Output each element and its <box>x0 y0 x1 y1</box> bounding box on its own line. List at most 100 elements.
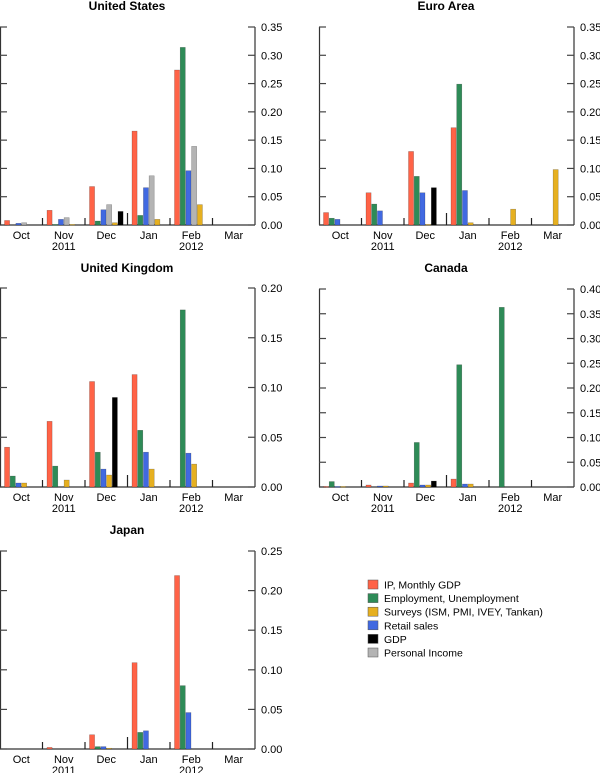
bar-income <box>191 146 197 226</box>
y-tick-label: 0.00 <box>580 482 600 494</box>
legend-swatch-ip <box>367 579 379 590</box>
y-tick-label: 0.10 <box>261 163 282 175</box>
y-tick-label: 0.00 <box>261 482 282 494</box>
panel-united-kingdom: United Kingdom 0.00 0.05 0.10 0.15 0.20 Oct Nov… <box>0 261 282 515</box>
y-tick-label: 0.10 <box>261 665 282 677</box>
year-label: 2012 <box>179 765 203 773</box>
bar-income <box>21 222 27 226</box>
legend-label: Retail sales <box>384 620 438 632</box>
bar-surveys <box>467 222 474 226</box>
bar-ip <box>131 662 138 750</box>
bar-employment <box>94 220 101 226</box>
y-tick-label: 0.25 <box>580 79 600 91</box>
bar-ip <box>365 484 372 488</box>
legend-swatch-employment <box>367 593 379 603</box>
x-tick-label: Mar <box>543 492 562 504</box>
bar-retail <box>15 482 22 488</box>
bar-ip <box>174 575 180 750</box>
y-tick-label: 0.10 <box>580 163 600 175</box>
bar-ip <box>131 374 138 488</box>
y-tick-label: 0.20 <box>580 107 600 119</box>
bar-ip <box>174 69 180 226</box>
panel-canada: Canada 0.00 0.05 0.10 0.15 0.20 0.25 0.30 0.35 0.… <box>318 261 600 515</box>
bar-income <box>106 204 112 226</box>
year-label: 2012 <box>179 241 203 253</box>
bar-ip <box>46 210 53 226</box>
bar-employment <box>456 364 463 488</box>
bar-retail <box>377 485 383 488</box>
year-label: 2011 <box>52 765 76 773</box>
bar-employment <box>328 481 335 488</box>
x-tick-label: Nov <box>373 230 393 242</box>
x-tick-label: Dec <box>415 230 435 242</box>
bar-gdp <box>431 187 437 226</box>
legend-label: IP, Monthly GDP <box>384 580 461 592</box>
bar-retail <box>100 209 107 226</box>
y-tick-label: 0.25 <box>580 358 600 370</box>
legend-label: Employment, Unemployment <box>384 593 519 605</box>
panel-title: Japan <box>110 523 145 537</box>
legend-swatch-gdp <box>367 634 379 644</box>
panel-title: Euro Area <box>418 0 475 13</box>
y-tick-label: 0.15 <box>261 625 282 637</box>
bar-ip <box>89 381 95 488</box>
bar-retail <box>143 730 149 750</box>
bar-gdp <box>431 480 437 488</box>
bar-employment <box>498 307 505 488</box>
bar-ip <box>450 127 457 226</box>
bar-employment <box>94 746 101 750</box>
x-tick-label: Nov <box>54 754 74 766</box>
bar-employment <box>9 475 16 488</box>
year-label: 2011 <box>371 241 395 253</box>
bar-gdp <box>112 397 118 488</box>
x-tick-label: Mar <box>224 754 243 766</box>
y-tick-label: 0.05 <box>580 457 600 469</box>
x-tick-label: Jan <box>459 492 477 504</box>
y-tick-label: 0.05 <box>261 432 282 444</box>
bar-gdp <box>117 211 124 226</box>
bar-employment <box>137 732 144 750</box>
x-tick-label: Nov <box>54 492 74 504</box>
y-tick-label: 0.35 <box>261 22 282 34</box>
bar-employment <box>328 217 335 226</box>
y-tick-label: 0.00 <box>261 744 282 756</box>
bar-retail <box>419 484 426 488</box>
y-tick-label: 0.10 <box>261 383 282 395</box>
bar-surveys <box>382 485 389 488</box>
bar-ip <box>323 212 329 226</box>
bar-retail <box>377 210 383 226</box>
legend-swatch-income <box>367 647 379 658</box>
bar-surveys <box>63 479 70 488</box>
bar-employment <box>137 430 144 488</box>
bar-ip <box>46 747 53 750</box>
bar-employment <box>137 215 144 226</box>
bar-surveys <box>106 474 112 488</box>
y-tick-label: 0.15 <box>580 135 600 147</box>
bar-surveys <box>112 222 118 226</box>
bar-income <box>148 175 155 226</box>
y-tick-label: 0.30 <box>580 50 600 62</box>
x-tick-label: Dec <box>96 754 116 766</box>
x-tick-label: Feb <box>182 230 201 242</box>
bar-retail <box>143 451 149 488</box>
year-label: 2011 <box>52 241 76 253</box>
legend-label: Personal Income <box>384 648 463 660</box>
panel-title: United Kingdom <box>81 261 174 275</box>
x-tick-label: Feb <box>182 754 201 766</box>
x-tick-label: Feb <box>501 492 520 504</box>
panel-euro-area: Euro Area 0.00 0.05 0.10 0.15 0.20 0.25 0.30 0.3… <box>318 0 600 253</box>
bar-retail <box>100 746 107 750</box>
bar-retail <box>462 190 468 226</box>
bar-ip <box>323 486 329 488</box>
x-tick-label: Jan <box>140 230 158 242</box>
bar-retail <box>334 219 341 226</box>
x-tick-label: Nov <box>373 492 393 504</box>
year-label: 2012 <box>179 503 203 515</box>
x-tick-label: Oct <box>13 492 30 504</box>
bar-retail <box>15 223 22 226</box>
x-tick-label: Mar <box>224 492 243 504</box>
x-tick-label: Oct <box>332 492 349 504</box>
bar-employment <box>179 685 186 750</box>
